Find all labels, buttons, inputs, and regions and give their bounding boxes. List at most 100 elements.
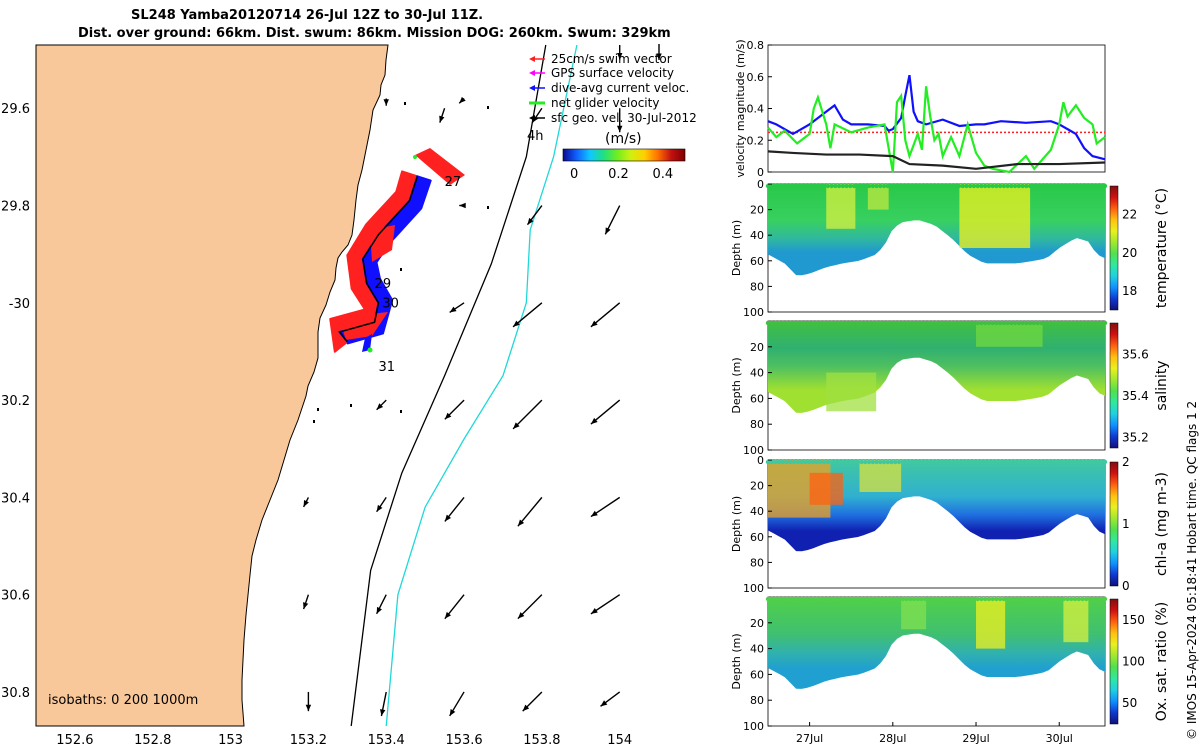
sample-dot — [1035, 596, 1040, 602]
sample-dot — [848, 183, 853, 189]
sample-dot — [784, 596, 789, 602]
sample-dot — [1012, 320, 1018, 326]
day-label: 30 — [382, 297, 399, 312]
colorbar-tick-label: 150 — [1122, 613, 1145, 627]
sample-dot — [878, 183, 883, 189]
sample-dot — [1012, 459, 1018, 465]
sample-dot — [1050, 183, 1055, 189]
sample-dot — [930, 183, 935, 189]
velocity-series-glider-speed — [767, 150, 1106, 170]
legend-label: 25cm/s swim vector — [551, 52, 672, 66]
section-ytick-label: 80 — [750, 556, 764, 569]
sample-dot — [848, 459, 853, 465]
sample-dot — [814, 596, 819, 602]
sample-dot — [1084, 320, 1089, 326]
sample-dot — [777, 183, 782, 189]
sample-dot — [836, 459, 842, 465]
net-velocity-marker — [367, 347, 373, 353]
map-xtick-label: 153.2 — [290, 733, 327, 748]
sample-dot — [870, 459, 876, 465]
sample-dot — [784, 320, 789, 326]
sample-dot — [851, 320, 857, 326]
sample-dot — [893, 183, 898, 189]
sample-dot — [840, 183, 846, 189]
sample-dot — [788, 183, 793, 189]
map-ytick-label: 30.2 — [1, 394, 30, 409]
sample-dot — [1005, 596, 1010, 602]
sample-dot — [833, 183, 838, 189]
sample-dot — [986, 459, 992, 465]
map-ytick-label: 29.8 — [1, 200, 30, 215]
island-dot — [487, 206, 489, 209]
section-ylabel: Depth (m) — [730, 357, 743, 413]
sample-dot — [908, 459, 913, 465]
sample-dot — [919, 183, 924, 189]
glider-track — [338, 176, 419, 343]
day-label: 27 — [445, 175, 462, 190]
surface-velocity-vector-head — [449, 306, 457, 313]
sample-dot — [1042, 596, 1048, 602]
sample-dot — [956, 459, 962, 465]
sample-dot — [900, 596, 905, 602]
section-ytick-label: 80 — [750, 280, 764, 293]
legend-swatch-head — [529, 115, 535, 121]
sample-dot — [908, 596, 913, 602]
map-xtick-label: 153.6 — [445, 733, 482, 748]
sample-dot — [851, 183, 857, 189]
section-ytick-label: 80 — [750, 694, 764, 707]
section-ytick-label: 60 — [750, 531, 764, 544]
sample-dot — [773, 596, 778, 602]
sample-dot — [848, 596, 853, 602]
map-xtick-label: 152.6 — [56, 733, 93, 748]
sample-dot — [795, 459, 801, 465]
sample-dot — [982, 320, 988, 326]
sample-dot — [1091, 596, 1096, 602]
sample-dot — [956, 183, 962, 189]
sample-dot — [1001, 459, 1007, 465]
sample-dot — [1005, 320, 1010, 326]
sample-dot — [904, 459, 909, 465]
sample-dot — [941, 459, 947, 465]
sample-dot — [964, 596, 969, 602]
sample-dot — [777, 320, 782, 326]
sample-dot — [1054, 596, 1059, 602]
sample-dot — [818, 596, 823, 602]
sample-dot — [799, 183, 804, 189]
section-ytick-label: 60 — [750, 255, 764, 268]
section-ytick-label: 0 — [757, 178, 764, 191]
sample-dot — [870, 183, 876, 189]
sample-dot — [1001, 320, 1007, 326]
sample-dot — [870, 320, 876, 326]
vector-scale-label: 4h — [527, 129, 544, 144]
sample-dot — [792, 596, 797, 602]
sample-dot — [930, 320, 935, 326]
section-ytick-label: 20 — [750, 204, 764, 217]
sample-dot — [968, 320, 973, 326]
surface-velocity-vector-head — [444, 611, 452, 619]
sample-dot — [859, 183, 864, 189]
section-patch — [1063, 597, 1089, 643]
colorbar-label: salinity — [1154, 360, 1170, 410]
colorbar-tick-label: 0.2 — [608, 167, 629, 182]
sample-dot — [1072, 320, 1078, 326]
colorbar-tick-label: 35.6 — [1122, 347, 1149, 361]
sample-dot — [923, 459, 928, 465]
sample-dot — [1057, 459, 1063, 465]
velocity-series-net-glider-velocity — [767, 86, 1106, 174]
sample-dot — [1076, 183, 1081, 189]
sample-dot — [1039, 596, 1044, 602]
sample-dot — [1024, 320, 1029, 326]
sample-dot — [997, 183, 1003, 189]
sample-dot — [803, 459, 808, 465]
colorbar-tick-label: 100 — [1122, 655, 1145, 669]
sample-dot — [896, 320, 902, 326]
section-patch — [859, 460, 902, 492]
sample-dot — [1095, 596, 1100, 602]
sample-dot — [1001, 183, 1007, 189]
sample-dot — [885, 596, 891, 602]
sample-dot — [893, 320, 898, 326]
sample-dot — [825, 596, 831, 602]
sample-dot — [923, 183, 928, 189]
sample-dot — [799, 320, 804, 326]
section-ytick-label: 20 — [750, 617, 764, 630]
